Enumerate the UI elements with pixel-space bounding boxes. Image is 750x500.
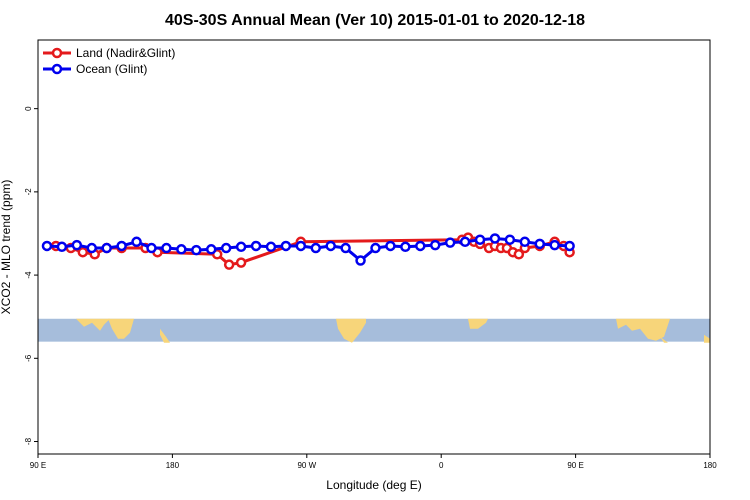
legend-marker-land bbox=[51, 47, 63, 59]
map-land-7 bbox=[704, 334, 710, 343]
legend-label-ocean: Ocean (Glint) bbox=[76, 62, 147, 76]
x-tick-label-5: 180 bbox=[703, 461, 717, 470]
legend-marker-ocean bbox=[51, 63, 63, 75]
series-1-point-18 bbox=[310, 242, 322, 254]
series-0-point-2 bbox=[77, 246, 89, 258]
legend-label-land: Land (Nadir&Glint) bbox=[76, 46, 175, 60]
series-0-point-21 bbox=[513, 249, 525, 260]
series-1-point-22 bbox=[370, 242, 381, 254]
series-1-point-8 bbox=[161, 242, 172, 254]
series-1-point-0 bbox=[41, 240, 53, 252]
series-1-point-26 bbox=[429, 239, 441, 251]
series-1-point-3 bbox=[86, 242, 98, 254]
y-axis: 0 -2 -4 -6 -8 bbox=[24, 106, 38, 445]
legend: Land (Nadir&Glint) Ocean (Glint) bbox=[43, 46, 175, 76]
series-1-point-7 bbox=[146, 242, 157, 254]
series-1-point-28 bbox=[459, 236, 471, 248]
series-1-point-30 bbox=[489, 233, 501, 244]
y-tick-label-2: -4 bbox=[24, 271, 33, 279]
series-1-point-11 bbox=[205, 244, 217, 255]
series-1-point-6 bbox=[131, 236, 142, 248]
y-tick-label-4: -8 bbox=[24, 437, 33, 445]
series-1-point-4 bbox=[101, 242, 112, 254]
plot-area-border bbox=[37, 39, 711, 455]
x-tick-label-4: 90 E bbox=[567, 461, 583, 470]
series-1-point-25 bbox=[415, 240, 426, 252]
map-ocean bbox=[38, 318, 710, 342]
map-land-0 bbox=[76, 318, 110, 331]
y-tick-label-1: -2 bbox=[24, 188, 33, 196]
x-axis-label: Longitude (deg E) bbox=[326, 478, 421, 492]
series-1-point-21 bbox=[355, 255, 366, 266]
series-1-point-5 bbox=[116, 240, 127, 252]
map-land-5 bbox=[616, 318, 670, 341]
series-1-point-9 bbox=[176, 244, 187, 255]
map-land-6 bbox=[660, 336, 668, 343]
x-tick-label-3: 0 bbox=[439, 461, 444, 470]
series-1-point-32 bbox=[519, 236, 531, 248]
y-axis-label: XCO2 - MLO trend (ppm) bbox=[0, 180, 13, 315]
map-land-1 bbox=[108, 318, 134, 339]
y-tick-label-0: 0 bbox=[24, 106, 33, 111]
series-1-point-15 bbox=[265, 241, 277, 253]
x-tick-label-2: 90 W bbox=[297, 461, 316, 470]
series-1-point-10 bbox=[191, 244, 202, 256]
series-1-point-14 bbox=[250, 240, 262, 252]
y-tick-label-3: -6 bbox=[24, 354, 33, 362]
map-land-2 bbox=[160, 328, 170, 343]
series-1-point-16 bbox=[280, 240, 292, 252]
series-1 bbox=[41, 233, 575, 266]
series-1-point-27 bbox=[444, 237, 456, 248]
series-1-point-34 bbox=[549, 239, 560, 251]
x-axis: 90 E 180 90 W 0 90 E 180 bbox=[30, 454, 717, 470]
series-0-point-9 bbox=[223, 259, 235, 270]
series-1-point-29 bbox=[474, 234, 486, 245]
series-1-point-12 bbox=[220, 242, 232, 254]
series-layer bbox=[41, 232, 575, 270]
map-strip bbox=[38, 318, 710, 343]
chart-title: 40S-30S Annual Mean (Ver 10) 2015-01-01 … bbox=[165, 12, 585, 29]
series-1-point-24 bbox=[400, 241, 411, 253]
series-1-point-2 bbox=[71, 239, 83, 251]
series-1-point-17 bbox=[295, 240, 307, 252]
series-1-point-35 bbox=[564, 240, 575, 252]
series-1-point-13 bbox=[235, 241, 247, 253]
series-1-point-20 bbox=[340, 242, 351, 254]
series-1-point-19 bbox=[325, 240, 336, 252]
series-1-point-23 bbox=[385, 240, 396, 252]
map-land-4 bbox=[468, 318, 488, 329]
series-1-point-1 bbox=[56, 241, 68, 253]
map-land-3 bbox=[336, 318, 366, 343]
x-tick-label-1: 180 bbox=[166, 461, 180, 470]
series-1-point-33 bbox=[534, 238, 546, 250]
x-tick-label-0: 90 E bbox=[30, 461, 46, 470]
series-0-point-10 bbox=[235, 257, 247, 268]
series-1-point-31 bbox=[504, 234, 516, 245]
